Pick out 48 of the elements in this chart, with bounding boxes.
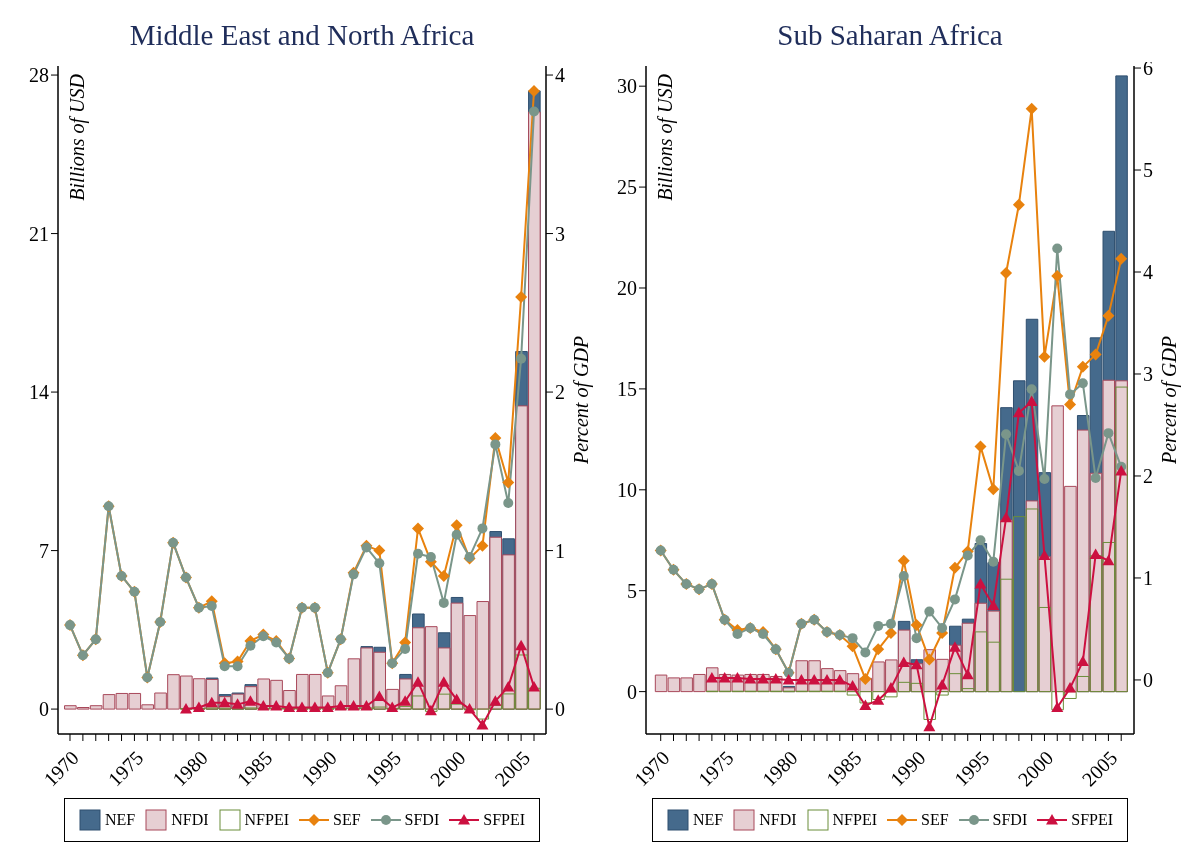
y-tick-label: 25 — [617, 176, 637, 199]
y2-tick-label: 1 — [555, 539, 565, 562]
legend-label: SFDI — [992, 811, 1028, 829]
chart-title: Sub Saharan Africa — [777, 19, 1003, 51]
x-tick-label: 1990 — [885, 746, 930, 791]
y2-axis-title: Percent of GDP — [1158, 335, 1181, 466]
legend-label: NFDI — [171, 811, 209, 829]
y2-tick-label: 2 — [555, 381, 565, 404]
x-tick-label: 1980 — [757, 746, 802, 791]
y-tick-label: 14 — [29, 381, 49, 404]
y-tick-label: 28 — [29, 64, 49, 87]
legend-label: SFPEI — [1071, 811, 1114, 829]
y2-tick-label: 0 — [555, 698, 565, 721]
y2-tick-label: 3 — [555, 222, 565, 245]
y-tick-label: 15 — [617, 378, 637, 400]
legend-label: NFDI — [759, 811, 797, 829]
legend-label: NFPEI — [244, 811, 289, 829]
y2-tick-label: 4 — [555, 64, 565, 87]
x-tick-label: 1970 — [629, 746, 674, 791]
legend-label: NEF — [104, 811, 136, 829]
legend-label: NEF — [692, 811, 724, 829]
y-axis-title: Billions of USD — [66, 73, 89, 201]
legend-label: SFDI — [404, 811, 440, 829]
legend-label: NFPEI — [832, 811, 877, 829]
y-tick-label: 5 — [627, 579, 637, 602]
y2-tick-label: 2 — [1143, 465, 1153, 488]
y-tick-label: 30 — [617, 75, 637, 98]
y2-tick-label: 4 — [1143, 261, 1153, 284]
y2-tick-label: 0 — [1143, 669, 1153, 692]
y-tick-label: 7 — [39, 539, 49, 562]
legend-label: SEF — [920, 811, 949, 829]
y2-tick-label: 3 — [1143, 363, 1153, 386]
y-tick-label: 10 — [617, 478, 637, 501]
y-tick-label: 20 — [617, 277, 637, 300]
y2-tick-label: 1 — [1143, 567, 1153, 590]
y2-tick-label: 6 — [1143, 57, 1153, 80]
y-axis-title: Billions of USD — [654, 73, 677, 201]
legend-label: SEF — [332, 811, 361, 829]
x-tick-label: 1980 — [168, 746, 212, 791]
y2-tick-label: 5 — [1143, 159, 1153, 182]
chart-title: Middle East and North Africa — [128, 18, 476, 53]
legend-label: SFPEI — [483, 811, 526, 829]
y-tick-label: 0 — [39, 698, 49, 721]
y-tick-label: 21 — [29, 222, 49, 245]
x-tick-label: 1990 — [296, 746, 341, 791]
y2-axis-title: Percent of GDP — [570, 335, 593, 466]
x-tick-label: 1970 — [39, 746, 83, 791]
y-tick-label: 0 — [627, 680, 637, 703]
